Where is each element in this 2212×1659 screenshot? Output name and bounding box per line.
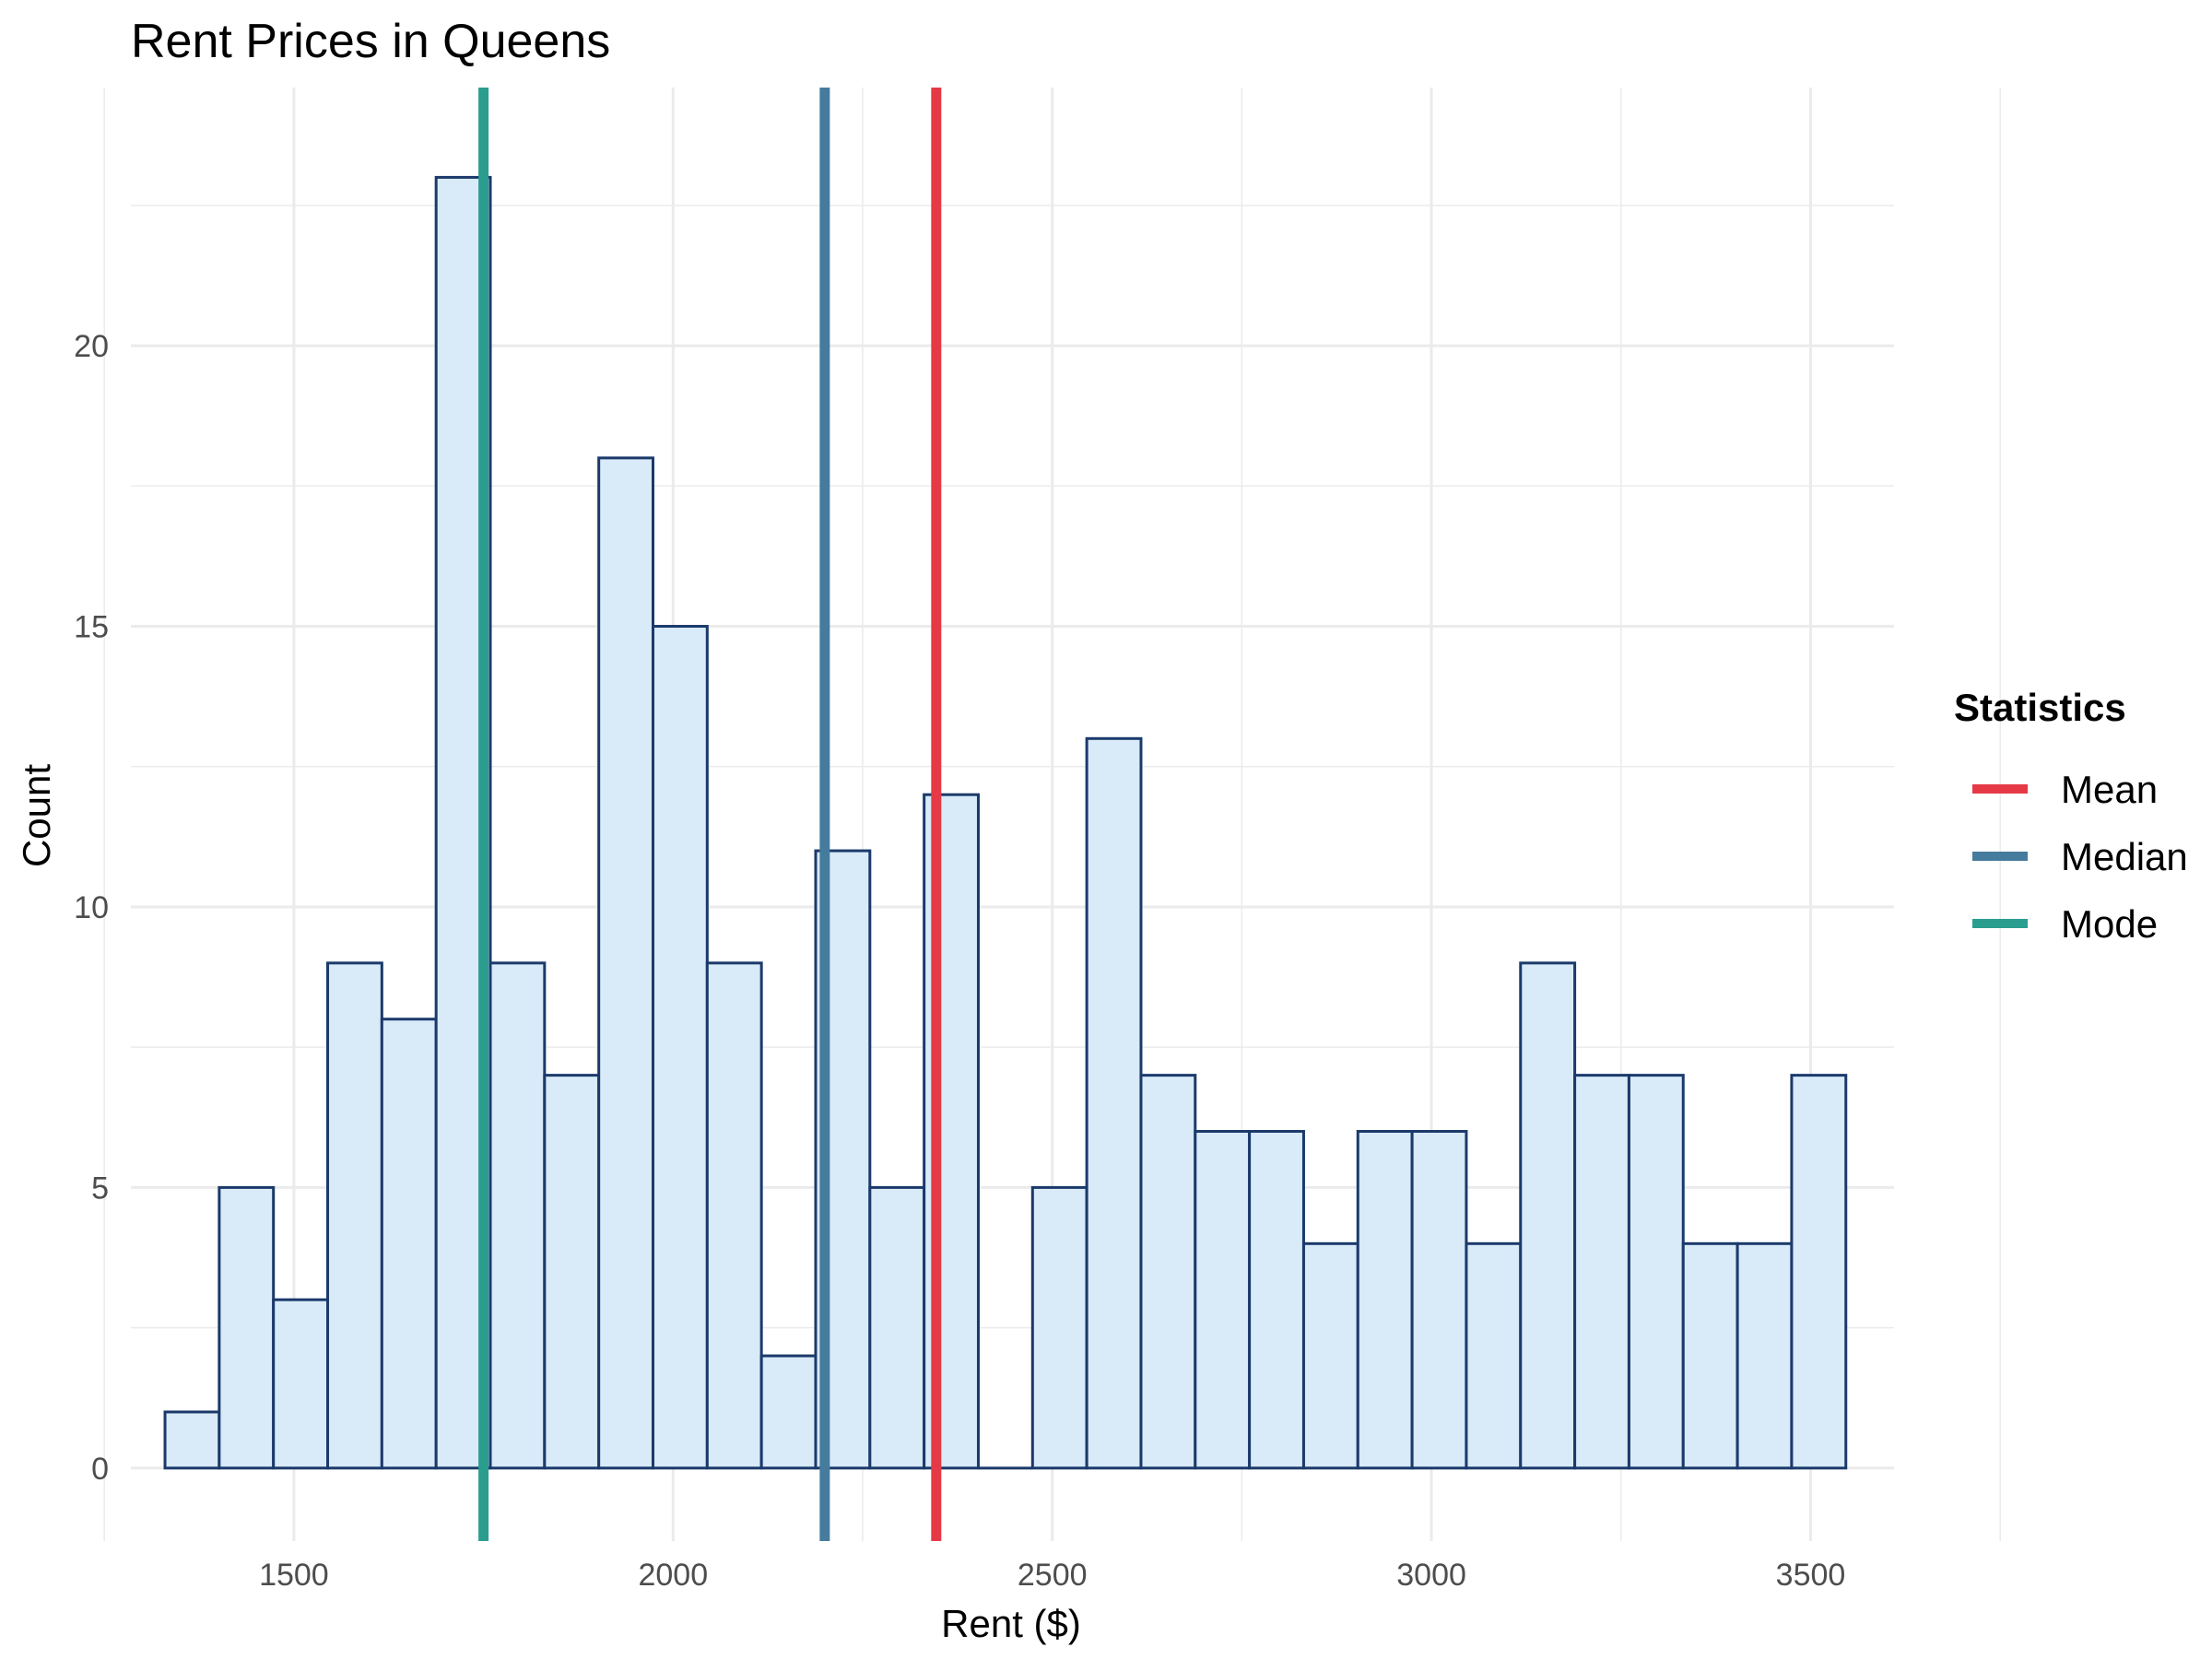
histogram-bar xyxy=(1519,961,1577,1470)
y-tick-label: 15 xyxy=(74,610,109,645)
histogram-bar xyxy=(1194,1130,1252,1470)
histogram-bar xyxy=(163,1410,221,1470)
histogram-bar xyxy=(651,625,709,1470)
histogram-bar xyxy=(218,1185,276,1470)
legend-label: Mean xyxy=(2061,768,2158,811)
y-axis-title: Count xyxy=(15,764,58,867)
histogram-bar xyxy=(1248,1130,1305,1470)
legend-label: Mode xyxy=(2061,902,2158,946)
x-tick-label: 1500 xyxy=(259,1558,329,1593)
histogram-bar xyxy=(1301,1241,1359,1470)
y-tick-label: 0 xyxy=(91,1452,109,1487)
reference-lines xyxy=(478,88,942,1541)
x-tick-label: 2500 xyxy=(1018,1558,1088,1593)
histogram-bar xyxy=(1139,1074,1197,1470)
y-tick-label: 10 xyxy=(74,890,109,925)
histogram-bar xyxy=(1410,1130,1468,1470)
histogram-bar xyxy=(1790,1074,1848,1470)
histogram-bar xyxy=(326,961,383,1470)
histogram-bar xyxy=(380,1018,438,1470)
histogram-bar xyxy=(272,1298,330,1470)
histogram-bar xyxy=(1627,1074,1685,1470)
histogram-bar xyxy=(597,456,654,1470)
histogram-bar xyxy=(868,1185,926,1470)
legend-label: Median xyxy=(2061,835,2188,878)
y-axis-ticks: 0 5 10 15 20 xyxy=(74,329,109,1487)
histogram-bar xyxy=(1573,1074,1630,1470)
histogram-bar xyxy=(759,1354,818,1470)
x-tick-label: 3500 xyxy=(1776,1558,1846,1593)
y-tick-label: 20 xyxy=(74,329,109,364)
histogram-bar xyxy=(1356,1130,1414,1470)
histogram-bar xyxy=(705,961,763,1470)
x-axis-ticks: 1500 2000 2500 3000 3500 xyxy=(259,1558,1845,1593)
x-axis-title: Rent ($) xyxy=(941,1602,1081,1645)
histogram-bar xyxy=(1465,1241,1523,1470)
histogram-bar xyxy=(1735,1241,1794,1470)
y-tick-label: 5 xyxy=(91,1171,109,1206)
histogram-bars xyxy=(163,175,1848,1470)
chart-title: Rent Prices in Queens xyxy=(131,15,610,68)
x-tick-label: 3000 xyxy=(1396,1558,1466,1593)
histogram-bar xyxy=(543,1074,601,1470)
histogram-bar xyxy=(1030,1185,1088,1470)
legend-title: Statistics xyxy=(1954,686,2126,729)
histogram-bar xyxy=(1085,736,1143,1470)
histogram-bar xyxy=(488,961,547,1470)
x-tick-label: 2000 xyxy=(638,1558,708,1593)
histogram-bar xyxy=(1681,1241,1739,1470)
legend: Statistics Mean Median Mode xyxy=(1954,686,2188,946)
